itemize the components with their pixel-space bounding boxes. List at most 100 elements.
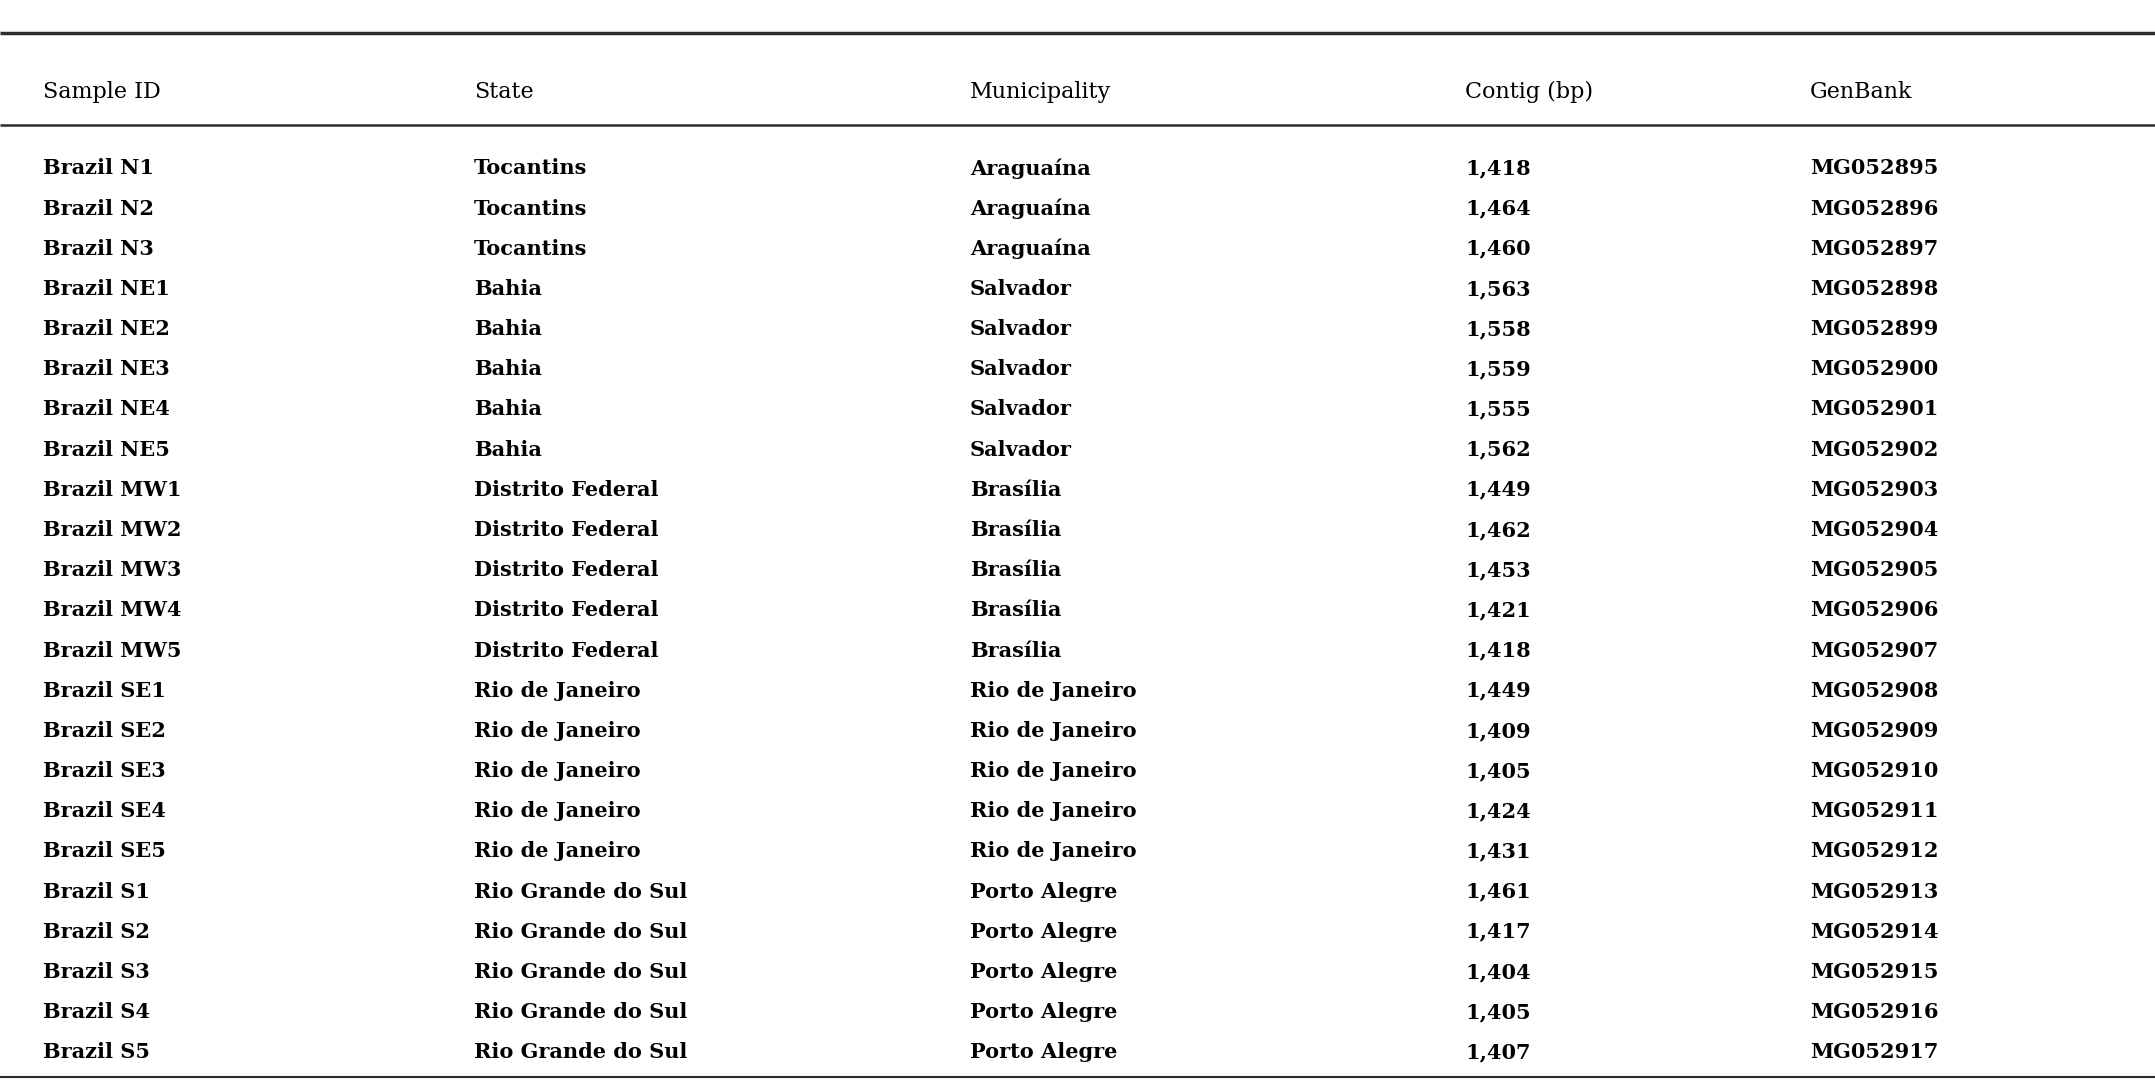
Text: Bahia: Bahia <box>474 279 541 299</box>
Text: Araguaína: Araguaína <box>970 239 1090 258</box>
Text: Brazil SE3: Brazil SE3 <box>43 761 166 781</box>
Text: Distrito Federal: Distrito Federal <box>474 641 659 660</box>
Text: Araguaína: Araguaína <box>970 199 1090 218</box>
Text: State: State <box>474 81 534 103</box>
Text: GenBank: GenBank <box>1810 81 1914 103</box>
Text: 1,418: 1,418 <box>1465 641 1530 660</box>
Text: MG052895: MG052895 <box>1810 159 1940 178</box>
Text: Brazil SE4: Brazil SE4 <box>43 801 166 821</box>
Text: Bahia: Bahia <box>474 359 541 379</box>
Text: 1,407: 1,407 <box>1465 1043 1530 1062</box>
Text: Rio Grande do Sul: Rio Grande do Sul <box>474 922 687 942</box>
Text: Brazil MW1: Brazil MW1 <box>43 480 181 500</box>
Text: 1,417: 1,417 <box>1465 922 1530 942</box>
Text: Brazil MW3: Brazil MW3 <box>43 560 181 580</box>
Text: Brasília: Brasília <box>970 601 1060 620</box>
Text: Bahia: Bahia <box>474 400 541 419</box>
Text: Rio de Janeiro: Rio de Janeiro <box>474 842 640 861</box>
Text: 1,449: 1,449 <box>1465 681 1532 700</box>
Text: Brazil NE2: Brazil NE2 <box>43 319 170 339</box>
Text: Distrito Federal: Distrito Federal <box>474 480 659 500</box>
Text: Salvador: Salvador <box>970 400 1071 419</box>
Text: 1,424: 1,424 <box>1465 801 1532 821</box>
Text: MG052908: MG052908 <box>1810 681 1940 700</box>
Text: 1,405: 1,405 <box>1465 1002 1530 1022</box>
Text: Rio Grande do Sul: Rio Grande do Sul <box>474 962 687 982</box>
Text: MG052899: MG052899 <box>1810 319 1940 339</box>
Text: Porto Alegre: Porto Alegre <box>970 1002 1116 1022</box>
Text: 1,418: 1,418 <box>1465 159 1530 178</box>
Text: MG052915: MG052915 <box>1810 962 1940 982</box>
Text: Araguaína: Araguaína <box>970 159 1090 178</box>
Text: 1,409: 1,409 <box>1465 721 1530 741</box>
Text: MG052911: MG052911 <box>1810 801 1940 821</box>
Text: MG052912: MG052912 <box>1810 842 1940 861</box>
Text: Brasília: Brasília <box>970 480 1060 500</box>
Text: Brazil MW5: Brazil MW5 <box>43 641 181 660</box>
Text: MG052903: MG052903 <box>1810 480 1940 500</box>
Text: 1,464: 1,464 <box>1465 199 1532 218</box>
Text: MG052917: MG052917 <box>1810 1043 1940 1062</box>
Text: Tocantins: Tocantins <box>474 159 588 178</box>
Text: MG052910: MG052910 <box>1810 761 1940 781</box>
Text: Distrito Federal: Distrito Federal <box>474 560 659 580</box>
Text: Rio Grande do Sul: Rio Grande do Sul <box>474 1002 687 1022</box>
Text: Brazil N1: Brazil N1 <box>43 159 155 178</box>
Text: 1,555: 1,555 <box>1465 400 1532 419</box>
Text: Porto Alegre: Porto Alegre <box>970 962 1116 982</box>
Text: Rio de Janeiro: Rio de Janeiro <box>970 761 1136 781</box>
Text: MG052905: MG052905 <box>1810 560 1940 580</box>
Text: Brazil MW4: Brazil MW4 <box>43 601 181 620</box>
Text: MG052909: MG052909 <box>1810 721 1940 741</box>
Text: Rio de Janeiro: Rio de Janeiro <box>474 761 640 781</box>
Text: Distrito Federal: Distrito Federal <box>474 601 659 620</box>
Text: 1,461: 1,461 <box>1465 882 1532 901</box>
Text: Porto Alegre: Porto Alegre <box>970 922 1116 942</box>
Text: Brazil S1: Brazil S1 <box>43 882 151 901</box>
Text: MG052916: MG052916 <box>1810 1002 1940 1022</box>
Text: Salvador: Salvador <box>970 319 1071 339</box>
Text: Brazil NE1: Brazil NE1 <box>43 279 170 299</box>
Text: Brazil SE1: Brazil SE1 <box>43 681 166 700</box>
Text: Brazil N3: Brazil N3 <box>43 239 153 258</box>
Text: MG052897: MG052897 <box>1810 239 1940 258</box>
Text: MG052896: MG052896 <box>1810 199 1940 218</box>
Text: MG052906: MG052906 <box>1810 601 1940 620</box>
Text: Sample ID: Sample ID <box>43 81 162 103</box>
Text: Brazil N2: Brazil N2 <box>43 199 155 218</box>
Text: Brazil NE4: Brazil NE4 <box>43 400 170 419</box>
Text: MG052913: MG052913 <box>1810 882 1940 901</box>
Text: MG052901: MG052901 <box>1810 400 1940 419</box>
Text: Brazil MW2: Brazil MW2 <box>43 520 181 540</box>
Text: Brasília: Brasília <box>970 560 1060 580</box>
Text: Brazil S3: Brazil S3 <box>43 962 151 982</box>
Text: Brazil S4: Brazil S4 <box>43 1002 151 1022</box>
Text: MG052900: MG052900 <box>1810 359 1940 379</box>
Text: Rio de Janeiro: Rio de Janeiro <box>970 721 1136 741</box>
Text: MG052898: MG052898 <box>1810 279 1940 299</box>
Text: Rio de Janeiro: Rio de Janeiro <box>474 681 640 700</box>
Text: Brazil NE3: Brazil NE3 <box>43 359 170 379</box>
Text: Brazil S5: Brazil S5 <box>43 1043 151 1062</box>
Text: 1,421: 1,421 <box>1465 601 1532 620</box>
Text: Tocantins: Tocantins <box>474 239 588 258</box>
Text: 1,558: 1,558 <box>1465 319 1530 339</box>
Text: Salvador: Salvador <box>970 359 1071 379</box>
Text: 1,449: 1,449 <box>1465 480 1532 500</box>
Text: 1,559: 1,559 <box>1465 359 1532 379</box>
Text: Brazil SE5: Brazil SE5 <box>43 842 166 861</box>
Text: Rio Grande do Sul: Rio Grande do Sul <box>474 882 687 901</box>
Text: Municipality: Municipality <box>970 81 1112 103</box>
Text: Bahia: Bahia <box>474 319 541 339</box>
Text: Rio de Janeiro: Rio de Janeiro <box>970 681 1136 700</box>
Text: Rio de Janeiro: Rio de Janeiro <box>474 801 640 821</box>
Text: 1,431: 1,431 <box>1465 842 1530 861</box>
Text: Rio de Janeiro: Rio de Janeiro <box>970 801 1136 821</box>
Text: Salvador: Salvador <box>970 279 1071 299</box>
Text: 1,563: 1,563 <box>1465 279 1530 299</box>
Text: Tocantins: Tocantins <box>474 199 588 218</box>
Text: 1,460: 1,460 <box>1465 239 1530 258</box>
Text: 1,404: 1,404 <box>1465 962 1530 982</box>
Text: Porto Alegre: Porto Alegre <box>970 882 1116 901</box>
Text: 1,453: 1,453 <box>1465 560 1530 580</box>
